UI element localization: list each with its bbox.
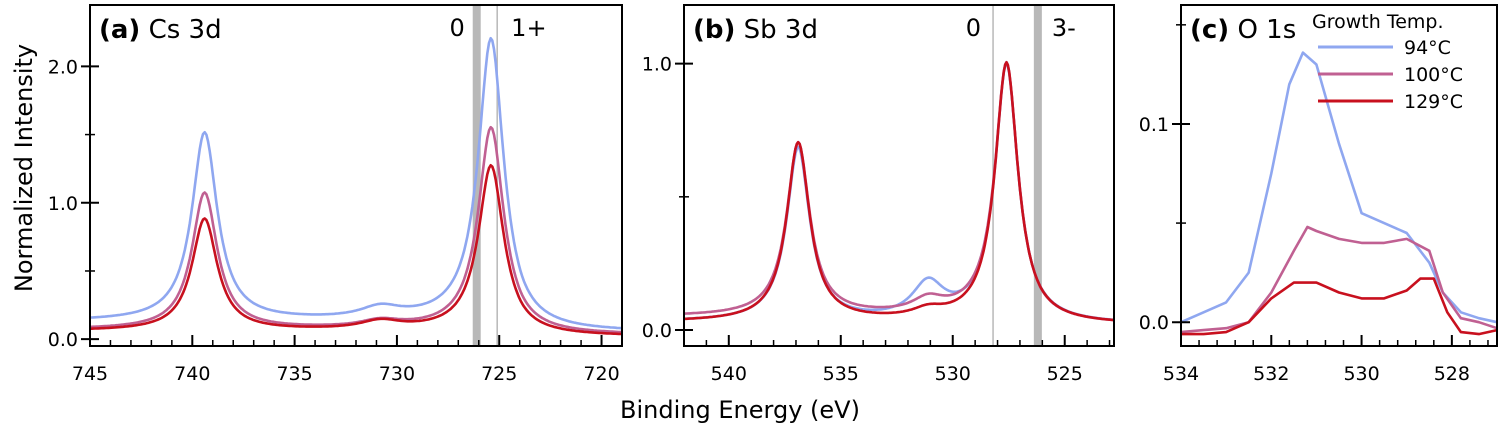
plot-frame-c <box>1180 4 1498 347</box>
plot-frame-b <box>683 4 1115 347</box>
x-tick-label-c: 530 <box>1343 363 1379 385</box>
plot-frame-a <box>89 4 623 347</box>
panel-c-o1s: 534 532 530 528 0.0 0.1 (c) O 1s Growth Temp. 94… <box>1139 4 1498 385</box>
y-tick-label-a: 0.0 <box>48 329 78 351</box>
x-tick-label-a: 730 <box>379 363 415 385</box>
series-b-100c <box>684 60 1115 322</box>
y-tick-label-c: 0.0 <box>1139 312 1169 334</box>
x-tick-label-b: 540 <box>711 363 747 385</box>
x-tick-label-a: 735 <box>276 363 312 385</box>
x-tick-label-a: 720 <box>583 363 619 385</box>
y-tick-label-b: 1.0 <box>642 54 672 76</box>
marker-label-b-0: 0 <box>966 14 981 42</box>
x-tick-label-b: 525 <box>1047 363 1083 385</box>
x-tick-label-b: 530 <box>935 363 971 385</box>
series-b-94c <box>684 62 1115 322</box>
x-tick-label-a: 745 <box>72 363 108 385</box>
x-tick-label-a: 725 <box>481 363 517 385</box>
series-a-100c <box>89 125 623 334</box>
x-tick-label-c: 534 <box>1163 363 1199 385</box>
legend-title: Growth Temp. <box>1312 11 1444 33</box>
panel-title-a: (a) Cs 3d <box>99 15 222 45</box>
x-tick-label-c: 532 <box>1253 363 1289 385</box>
series-c-129c <box>1181 277 1498 336</box>
series-a-129c <box>90 164 623 336</box>
legend-label-129c: 129°C <box>1404 91 1463 113</box>
panel-b-sb3d: 0 3- 540 535 530 525 0.0 1.0 (b) Sb 3d <box>642 4 1115 385</box>
legend: Growth Temp. 94°C 100°C 129°C <box>1312 11 1463 113</box>
marker-label-a-1: 1+ <box>511 14 546 42</box>
panel-title-b: (b) Sb 3d <box>693 15 818 45</box>
legend-label-100c: 100°C <box>1404 64 1463 86</box>
x-tick-label-b: 535 <box>823 363 859 385</box>
marker-label-a-0: 0 <box>449 14 464 42</box>
x-tick-label-c: 528 <box>1434 363 1470 385</box>
y-tick-label-c: 0.1 <box>1139 114 1169 136</box>
y-tick-label-b: 0.0 <box>642 320 672 342</box>
panel-a-cs3d: 0 1+ 745 740 735 730 725 720 0.0 1.0 2.0 (a) Cs 3d <box>48 4 623 385</box>
y-tick-label-a: 2.0 <box>48 56 78 78</box>
y-axis-title: Normalized Intensity <box>10 44 38 292</box>
marker-label-b-1: 3- <box>1052 14 1076 42</box>
legend-label-94c: 94°C <box>1404 37 1451 59</box>
x-tick-label-a: 740 <box>174 363 210 385</box>
marker-band-b-1 <box>1033 5 1042 346</box>
x-axis-title: Binding Energy (eV) <box>620 396 860 424</box>
y-tick-label-a: 1.0 <box>48 193 78 215</box>
series-b-129c <box>683 61 1115 322</box>
panel-title-c: (c) O 1s <box>1190 15 1296 45</box>
series-a-94c <box>89 36 623 330</box>
